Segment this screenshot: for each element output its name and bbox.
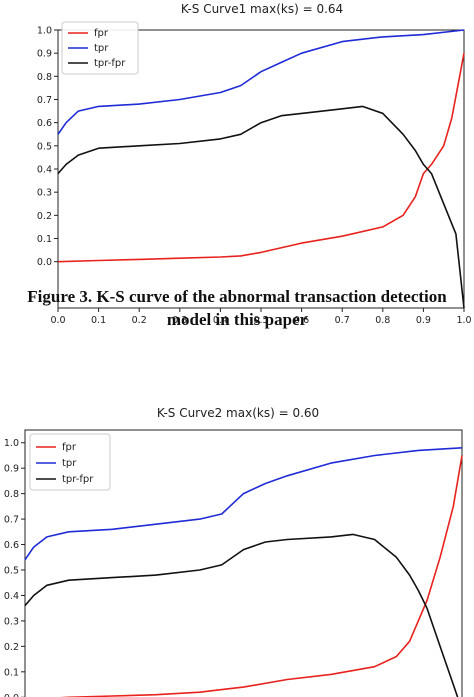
chart1-xtick-label: 0.6 bbox=[294, 315, 309, 326]
chart2-ytick-label: 0.9 bbox=[4, 464, 19, 475]
chart1-xtick-label: 0.2 bbox=[132, 315, 147, 326]
chart2-series-line-fpr bbox=[59, 455, 463, 697]
chart1-ytick-label: 0.5 bbox=[37, 141, 52, 152]
chart1-xtick-label: 0.8 bbox=[375, 315, 390, 326]
chart2-ytick-label: 0.2 bbox=[4, 642, 19, 653]
chart2-legend-label-fpr: fpr bbox=[62, 442, 77, 453]
chart2-ytick-label: 0.8 bbox=[4, 489, 19, 500]
chart2-legend-label-tpr: tpr bbox=[62, 458, 77, 469]
chart1-ytick-label: 0.0 bbox=[37, 257, 52, 268]
chart1-title: K-S Curve1 max(ks) = 0.64 bbox=[181, 2, 343, 16]
chart1-ytick-label: 0.3 bbox=[37, 188, 52, 199]
ks-curve2-chart: K-S Curve2 max(ks) = 0.60 0.00.10.20.30.… bbox=[4, 406, 463, 697]
chart1-ytick-label: 0.8 bbox=[37, 72, 52, 83]
chart2-ytick-label: 0.3 bbox=[4, 616, 19, 627]
chart2-legend: fpr tpr tpr-fpr bbox=[29, 433, 111, 491]
chart1-legend-label-diff: tpr-fpr bbox=[94, 58, 126, 69]
chart1-ytick-label: 0.9 bbox=[37, 49, 52, 60]
chart1-series-line-tpr bbox=[57, 29, 465, 135]
chart1-y-axis: 0.0 0.1 0.2 0.3 0.4 0.5 0.6 0.7 0.8 0.9 1.0 bbox=[37, 26, 58, 268]
chart1-xtick-label: 0.5 bbox=[253, 315, 268, 326]
chart1-series-lines bbox=[57, 29, 465, 309]
chart1-xtick-label: 0.3 bbox=[172, 315, 187, 326]
caption-line-2: model in this paper bbox=[166, 310, 308, 329]
chart2-ytick-label: 0.7 bbox=[4, 515, 19, 526]
chart2-series-lines bbox=[24, 447, 463, 697]
chart2-series-line-tpr-fpr bbox=[24, 533, 459, 697]
chart2-ytick-label: 0.4 bbox=[4, 591, 19, 602]
chart1-xtick-label: 0.4 bbox=[213, 315, 228, 326]
chart1-legend-label-tpr: tpr bbox=[94, 43, 109, 54]
chart1-legend: fpr tpr tpr-fpr bbox=[61, 21, 139, 75]
chart1-xtick-label: 0.9 bbox=[416, 315, 431, 326]
chart2-ytick-label: 0.1 bbox=[4, 667, 19, 678]
ks-curve1-chart: K-S Curve1 max(ks) = 0.64 0.00.10.20.30.… bbox=[37, 2, 472, 326]
chart2-series-line-tpr bbox=[24, 447, 463, 561]
chart2-ytick-label: 0.5 bbox=[4, 566, 19, 577]
chart1-x-axis: 0.0 0.1 0.2 0.3 0.4 0.5 0.6 0.7 0.8 0.9 1.0 bbox=[50, 308, 472, 326]
chart1-ytick-label: 0.6 bbox=[37, 118, 52, 129]
chart2-legend-box bbox=[29, 433, 111, 491]
chart1-series-line-tpr-fpr bbox=[57, 105, 465, 309]
chart1-legend-box bbox=[61, 21, 139, 75]
chart1-xtick-label: 1.0 bbox=[456, 315, 471, 326]
chart2-ytick-label: 1.0 bbox=[4, 438, 19, 449]
chart2-ytick-label: 0.0 bbox=[4, 693, 19, 697]
chart1-xtick-label: 0.1 bbox=[91, 315, 106, 326]
figure-caption: Figure 3. K-S curve of the abnormal tran… bbox=[0, 285, 474, 331]
chart1-ytick-label: 0.2 bbox=[37, 211, 52, 222]
chart2-y-axis: 0.0 0.1 0.2 0.3 0.4 0.5 0.6 0.7 0.8 0.9 1.0 bbox=[4, 438, 25, 697]
chart1-xtick-label: 0.0 bbox=[50, 315, 65, 326]
chart2-legend-label-diff: tpr-fpr bbox=[62, 474, 94, 485]
chart2-title: K-S Curve2 max(ks) = 0.60 bbox=[157, 406, 319, 420]
chart1-legend-label-fpr: fpr bbox=[94, 28, 109, 39]
chart2-ytick-label: 0.6 bbox=[4, 540, 19, 551]
chart1-ytick-label: 0.7 bbox=[37, 95, 52, 106]
chart1-ytick-label: 0.4 bbox=[37, 165, 52, 176]
caption-line-1: Figure 3. K-S curve of the abnormal tran… bbox=[27, 287, 447, 306]
chart1-xtick-label: 0.7 bbox=[335, 315, 350, 326]
chart1-ytick-label: 0.1 bbox=[37, 234, 52, 245]
chart1-series-line-fpr bbox=[57, 53, 465, 263]
chart1-ytick-label: 1.0 bbox=[37, 26, 52, 37]
